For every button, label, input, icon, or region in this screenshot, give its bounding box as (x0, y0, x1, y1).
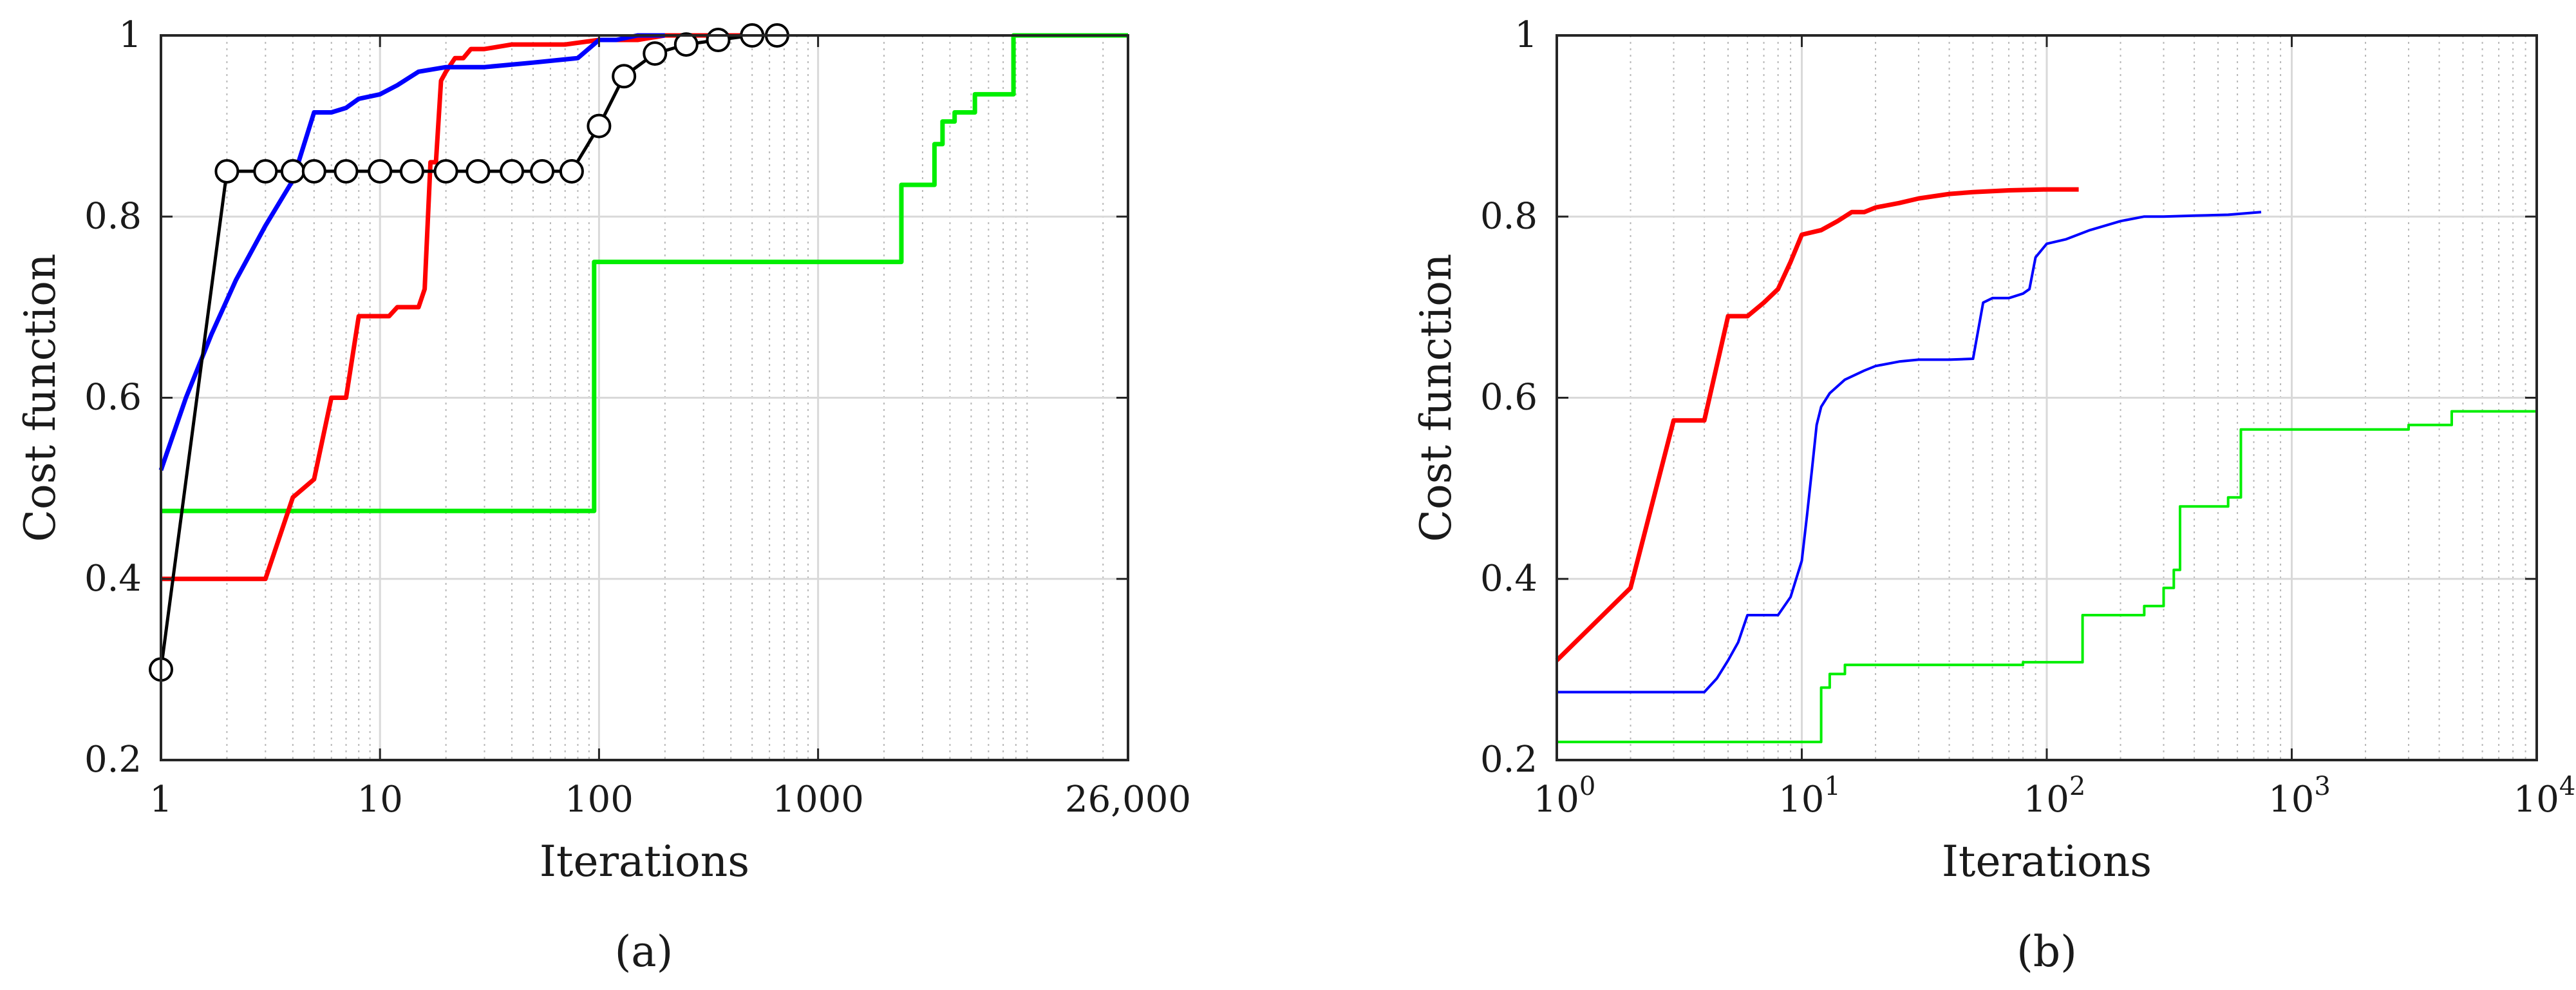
x-tick-label: 1000 (772, 779, 864, 821)
series-line-a-4 (159, 33, 777, 670)
data-point-marker (368, 158, 393, 184)
data-point-marker (612, 64, 637, 89)
data-point-marker (643, 41, 668, 66)
x-tick-label: 104 (2514, 772, 2576, 821)
y-tick-label: 0.2 (84, 739, 142, 781)
x-axis-title: Iterations (540, 837, 749, 886)
y-tick-label: 0.6 (84, 377, 142, 419)
x-tick-label: 100 (1534, 772, 1596, 821)
series-line-b-1 (1555, 187, 2079, 662)
x-tick-label: 100 (565, 779, 634, 821)
y-tick-label: 0.4 (1480, 558, 1537, 600)
data-point-marker (399, 158, 424, 184)
x-tick-label: 102 (2024, 772, 2086, 821)
data-point-marker (433, 158, 458, 184)
data-point-marker (280, 158, 305, 184)
y-tick-label: 1 (118, 14, 142, 56)
series-line-b-3 (1557, 410, 2537, 743)
series-line-a-1 (161, 33, 1128, 513)
data-point-marker (465, 158, 491, 184)
grid-b (1556, 34, 2538, 761)
data-point-marker (334, 158, 359, 184)
y-axis-title: Cost function (1411, 254, 1461, 542)
x-tick-exponent: 4 (2559, 772, 2575, 801)
y-tick-label: 0.4 (84, 558, 142, 600)
data-point-marker (214, 158, 240, 184)
x-axis-title: Iterations (1942, 837, 2152, 886)
data-point-marker (706, 28, 731, 53)
panel-label-b: (b) (2017, 927, 2077, 976)
data-point-marker (253, 158, 278, 184)
data-point-marker (559, 158, 584, 184)
x-tick-label: 10 (357, 779, 403, 821)
series-line-a-3 (158, 33, 665, 471)
data-point-marker (587, 113, 612, 138)
chart-panel-b: 100 101 102 103 1040.20.40.60.81IterationsCo… (1411, 14, 2575, 886)
x-tick-label: 103 (2268, 772, 2331, 821)
x-tick-exponent: 2 (2069, 772, 2085, 801)
data-point-marker (673, 32, 699, 57)
y-axis-title: Cost function (15, 254, 65, 542)
data-point-marker (530, 158, 555, 184)
series-line-b-2 (1557, 211, 2262, 694)
y-tick-label: 0.2 (1480, 739, 1537, 781)
chart-panel-a: 1 10 100 1000 26,000 0.2 0.4 0.6 0.8 1 Iterations C… (15, 14, 1191, 886)
x-tick-exponent: 3 (2314, 772, 2330, 801)
series-line-a-2 (161, 33, 753, 582)
y-tick-label: 0.6 (1480, 377, 1537, 419)
x-tick-label: 1 (149, 779, 173, 821)
x-tick-label: 26,000 (1065, 779, 1191, 821)
data-point-marker (500, 158, 525, 184)
y-tick-label: 0.8 (1480, 195, 1537, 237)
x-tick-exponent: 1 (1824, 772, 1840, 801)
series-markers-a-4 (149, 23, 789, 682)
data-point-marker (301, 158, 326, 184)
y-tick-label: 0.8 (84, 195, 142, 237)
panel-label-a: (a) (615, 927, 673, 976)
x-tick-exponent: 0 (1579, 772, 1595, 801)
y-tick-label: 1 (1514, 14, 1537, 56)
x-tick-label: 101 (1778, 772, 1841, 821)
